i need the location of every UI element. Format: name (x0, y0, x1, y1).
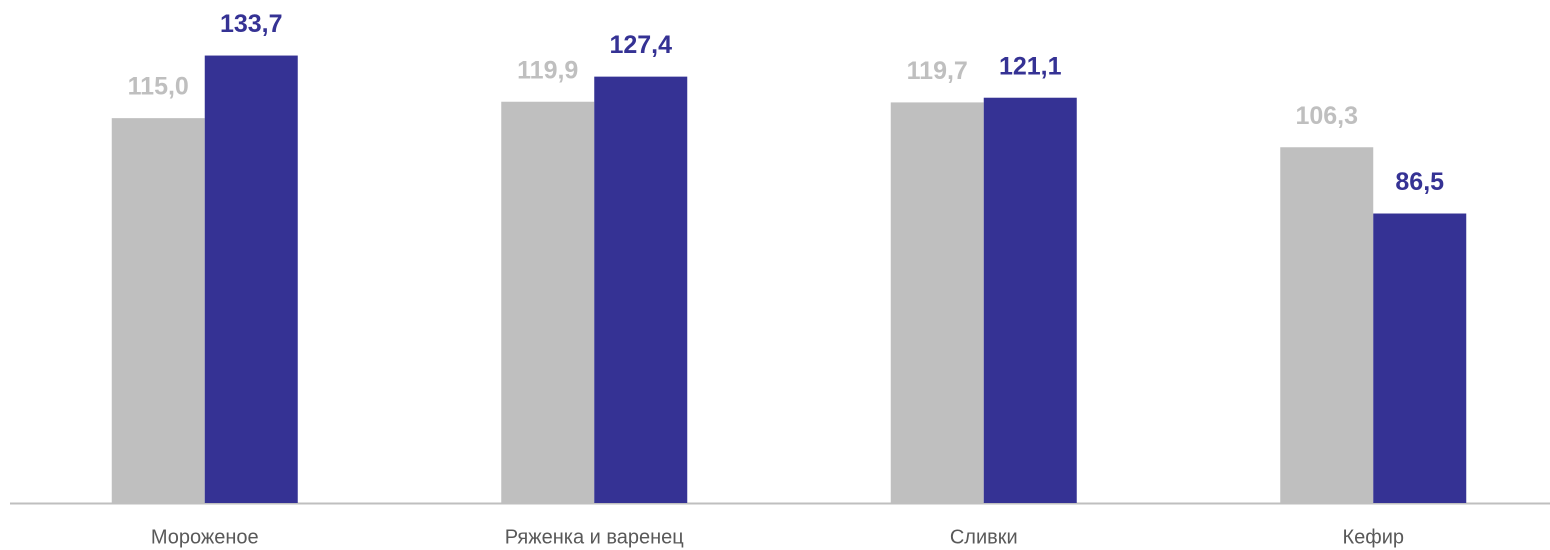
data-label: 119,7 (907, 57, 968, 85)
bar (594, 76, 688, 503)
data-label: 119,9 (517, 56, 578, 84)
x-tick-label: Мороженое (151, 526, 259, 548)
x-tick-label: Ряженка и варенец (505, 526, 684, 548)
bar (501, 101, 595, 503)
data-label: 115,0 (128, 73, 189, 101)
data-label: 127,4 (609, 31, 672, 59)
bar (111, 118, 205, 503)
data-label: 106,3 (1295, 102, 1358, 130)
data-label: 133,7 (220, 10, 283, 38)
bar (890, 102, 984, 504)
bar (983, 97, 1077, 504)
x-tick-label: Кефир (1342, 526, 1404, 548)
bar (1373, 213, 1467, 503)
data-label: 86,5 (1395, 168, 1444, 196)
x-tick-label: Сливки (950, 526, 1018, 548)
data-label: 121,1 (999, 52, 1062, 80)
bar (204, 55, 298, 504)
bar (1280, 147, 1374, 503)
